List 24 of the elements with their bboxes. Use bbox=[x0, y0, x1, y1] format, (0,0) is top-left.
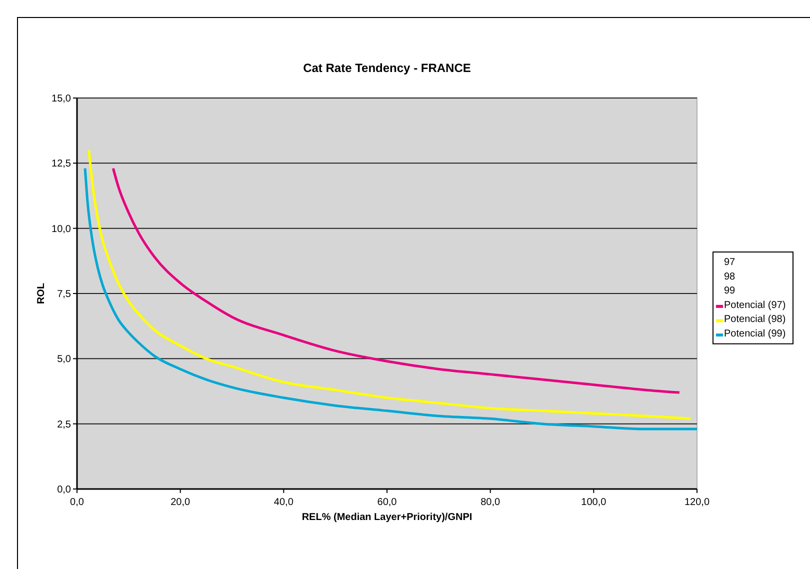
y-axis-title: ROL bbox=[36, 282, 47, 304]
x-axis-title: REL% (Median Layer+Priority)/GNPI bbox=[302, 512, 472, 523]
y-tick-label: 0,0 bbox=[57, 484, 72, 496]
x-tick-label: 20,0 bbox=[170, 497, 190, 508]
x-tick-label: 80,0 bbox=[480, 497, 500, 508]
y-tick-label: 2,5 bbox=[57, 419, 72, 430]
y-tick-label: 15,0 bbox=[52, 94, 72, 104]
text: 98 bbox=[724, 271, 736, 282]
chart-title: Cat Rate Tendency - FRANCE bbox=[303, 61, 471, 75]
x-tick-label: 40,0 bbox=[274, 497, 294, 508]
legend-label: Potencial (99) bbox=[724, 328, 786, 340]
y-tick-label: 5,0 bbox=[57, 354, 72, 366]
x-tick-label: 120,0 bbox=[684, 497, 710, 508]
y-tick-label: 12,5 bbox=[52, 158, 72, 170]
legend-label: Potencial (97) bbox=[724, 300, 786, 311]
text: 97 bbox=[724, 257, 736, 268]
x-tick-label: 0,0 bbox=[70, 497, 84, 508]
line-series bbox=[112, 167, 681, 394]
x-tick-label: 100,0 bbox=[581, 497, 607, 508]
y-tick-label: 7,5 bbox=[57, 289, 72, 300]
x-tick-label: 60,0 bbox=[377, 497, 398, 508]
y-tick-label: 10,0 bbox=[52, 224, 72, 235]
text: 99 bbox=[724, 286, 736, 297]
legend-label: Potencial (98) bbox=[724, 314, 786, 326]
